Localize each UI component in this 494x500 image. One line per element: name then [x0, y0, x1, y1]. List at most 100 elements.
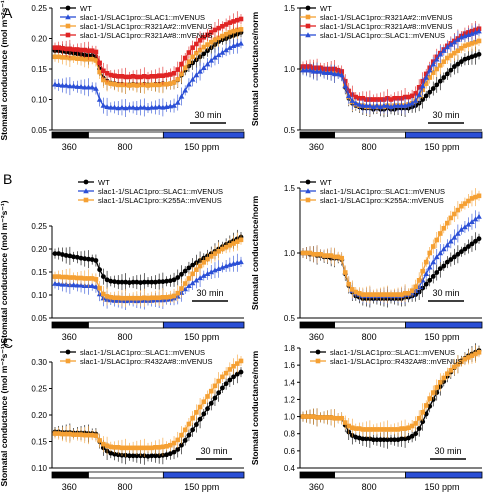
data-point — [134, 295, 140, 301]
chart-c-right: 0.4 0.6 0.8 1.0 1.2 1.4 1.6 1.8 Stomatal conduct… — [250, 343, 483, 492]
data-point — [238, 16, 244, 22]
data-point — [175, 290, 181, 296]
condition-label: 360 — [309, 142, 324, 152]
data-point — [153, 453, 158, 459]
data-point — [371, 97, 376, 102]
data-point — [186, 276, 192, 281]
data-point — [437, 78, 443, 84]
data-point — [97, 60, 102, 66]
data-point — [123, 279, 129, 285]
data-point — [160, 295, 166, 300]
data-point — [71, 432, 76, 437]
panel-letter-a: A — [3, 5, 13, 21]
data-point — [304, 250, 309, 256]
data-point — [459, 45, 464, 51]
legend-label: slac1-1/SLAC1pro::R321A#2::mVENUS — [320, 13, 453, 22]
data-point — [71, 55, 76, 61]
data-point — [123, 74, 128, 80]
data-point — [86, 48, 91, 53]
data-point — [364, 427, 369, 432]
data-point — [374, 427, 380, 432]
data-point — [353, 289, 359, 295]
data-point — [448, 41, 454, 47]
data-point — [328, 415, 334, 420]
data-point — [93, 283, 99, 289]
data-point — [156, 453, 162, 459]
data-point — [473, 39, 478, 45]
data-point — [167, 451, 173, 457]
data-point — [476, 236, 482, 242]
data-point — [138, 280, 143, 285]
data-point — [346, 423, 352, 429]
legend-label: slac1-1/SLAC1pro::R321A#8::mVENUS — [320, 22, 453, 31]
data-point — [476, 193, 482, 199]
data-point — [395, 95, 401, 101]
data-point — [182, 65, 188, 71]
data-point — [93, 433, 99, 438]
y-tick-label: 0.15 — [31, 268, 47, 277]
data-point — [444, 44, 451, 50]
data-point — [445, 55, 450, 61]
data-point — [409, 423, 415, 429]
data-point — [335, 254, 341, 260]
data-point — [223, 244, 229, 250]
data-point — [138, 74, 143, 80]
data-point — [331, 71, 338, 77]
data-point — [86, 432, 91, 438]
condition-label: 150 ppm — [184, 482, 219, 492]
data-point — [234, 17, 240, 23]
legend-label: slac1-1/SLAC1pro::K255A::mVENUS — [320, 196, 444, 205]
data-point — [70, 83, 77, 89]
data-point — [86, 256, 91, 262]
data-point — [96, 96, 103, 102]
data-point — [212, 37, 218, 43]
data-point — [52, 81, 58, 87]
data-point — [212, 395, 218, 401]
data-point — [469, 219, 475, 224]
data-point — [378, 97, 383, 102]
data-point — [130, 74, 136, 79]
data-point — [134, 453, 140, 459]
data-point — [167, 278, 173, 284]
data-point — [204, 271, 211, 277]
data-point — [193, 277, 200, 283]
data-point — [325, 253, 330, 258]
data-point — [182, 438, 188, 443]
y-tick-label: 1.2 — [284, 395, 296, 404]
data-point — [74, 254, 80, 260]
data-point — [392, 292, 397, 297]
data-point — [469, 241, 475, 247]
condition-label: 150 ppm — [184, 142, 219, 152]
data-point — [208, 57, 215, 63]
data-point — [238, 237, 244, 243]
data-point — [378, 437, 383, 443]
data-point — [455, 361, 461, 367]
y-tick-label: 0.25 — [31, 222, 47, 231]
condition-bar-360 — [299, 131, 335, 139]
data-point — [168, 72, 173, 77]
data-point — [212, 383, 218, 389]
data-point — [123, 295, 128, 301]
data-point — [153, 279, 158, 285]
data-point — [171, 277, 177, 283]
data-point — [455, 61, 461, 67]
series-1 — [52, 354, 244, 457]
data-point — [186, 432, 192, 438]
data-point — [310, 68, 317, 74]
data-point — [197, 416, 203, 422]
data-point — [311, 414, 316, 419]
data-point — [430, 244, 436, 249]
data-point — [462, 246, 468, 252]
data-point — [67, 431, 73, 437]
condition-bar-150 — [162, 321, 245, 329]
data-point — [215, 265, 222, 271]
data-point — [182, 427, 188, 433]
data-point — [104, 277, 110, 283]
data-point — [82, 56, 88, 62]
data-point — [52, 54, 58, 60]
data-point — [234, 239, 240, 244]
data-point — [115, 445, 121, 450]
data-point — [220, 246, 225, 252]
data-point — [423, 93, 429, 99]
data-point — [216, 390, 222, 396]
